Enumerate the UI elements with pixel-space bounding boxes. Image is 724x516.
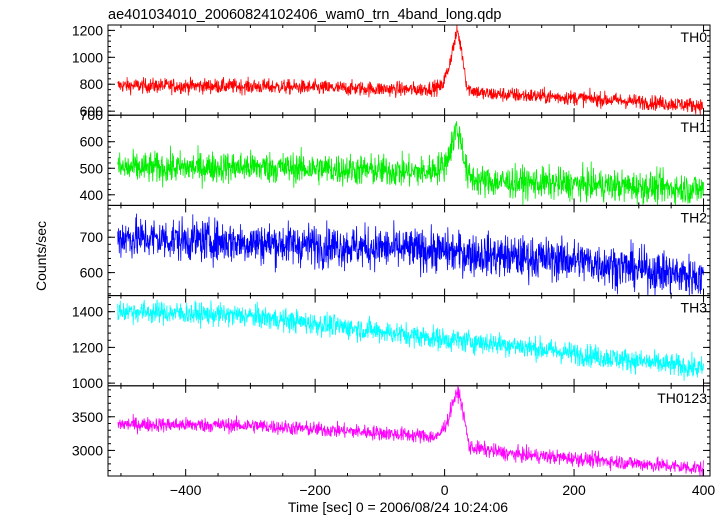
panel-th3: 1000 1200 1400 TH3: [72, 295, 711, 391]
y-tick-label: 1400: [72, 304, 103, 320]
y-tick-label: 600: [80, 134, 104, 150]
series-th0123: [117, 385, 704, 476]
chart-title: ae401034010_20060824102406_wam0_trn_4ban…: [108, 7, 501, 23]
x-tick-label: 400: [692, 482, 716, 498]
panel-th2: 600 700 TH2: [80, 204, 711, 297]
y-tick-label: 3500: [72, 409, 103, 425]
y-axis-label: Counts/sec: [33, 221, 49, 291]
y-tick-label: 1000: [72, 375, 103, 391]
panel-frame: [107, 385, 711, 477]
y-tick-label: 3000: [72, 442, 103, 458]
panel-frame: [107, 24, 711, 116]
y-tick-label: 1200: [72, 22, 103, 38]
x-axis-label: Time [sec] 0 = 2006/08/24 10:24:06: [288, 499, 508, 515]
panel-label: TH1: [681, 119, 708, 135]
panel-th1: 400 500 600 700 TH1: [80, 107, 711, 206]
panel-label: TH3: [681, 300, 708, 316]
series-th3: [117, 299, 704, 381]
y-tick-label: 700: [80, 229, 104, 245]
y-tick-label: 500: [80, 160, 104, 176]
panel-label: TH0: [681, 29, 708, 45]
y-tick-label: 600: [80, 103, 104, 119]
y-tick-label: 1200: [72, 339, 103, 355]
x-tick-label: 0: [441, 482, 449, 498]
y-tick-label: 800: [80, 76, 104, 92]
x-axis: −400 −200 0 200 400: [170, 482, 716, 498]
y-tick-label: 700: [80, 107, 104, 123]
series-th1: [117, 121, 704, 206]
series-th2: [117, 213, 704, 296]
x-tick-label: 200: [562, 482, 586, 498]
x-tick-label: −200: [299, 482, 331, 498]
panel-frame: [107, 295, 711, 387]
y-tick-label: 400: [80, 187, 104, 203]
panel-label: TH0123: [657, 390, 707, 406]
y-tick-label: 600: [80, 265, 104, 281]
panel-th0: 600 800 1000 1200 TH0: [72, 22, 711, 119]
panel-th0123: 3000 3500 TH0123: [72, 385, 711, 477]
y-tick-label: 1000: [72, 49, 103, 65]
x-tick-label: −400: [170, 482, 202, 498]
series-th0: [117, 25, 704, 115]
panel-label: TH2: [681, 209, 708, 225]
